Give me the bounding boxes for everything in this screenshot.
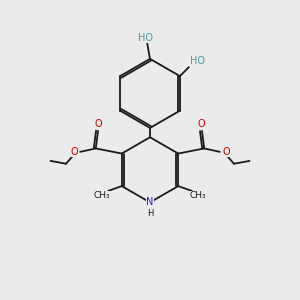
Text: H: H — [147, 208, 153, 217]
Text: O: O — [70, 147, 78, 157]
Text: CH₃: CH₃ — [190, 191, 206, 200]
Text: CH₃: CH₃ — [94, 191, 110, 200]
Text: HO: HO — [138, 33, 153, 43]
Text: O: O — [198, 119, 205, 129]
Text: N: N — [146, 197, 154, 207]
Text: O: O — [222, 147, 230, 157]
Text: O: O — [95, 119, 102, 129]
Text: HO: HO — [190, 56, 205, 66]
